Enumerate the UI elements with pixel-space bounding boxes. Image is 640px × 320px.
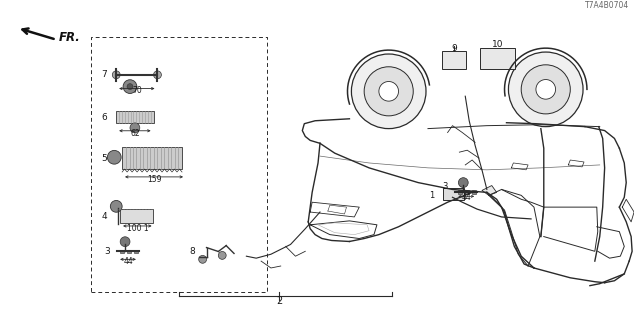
Text: FR.: FR. — [58, 31, 80, 44]
Circle shape — [351, 54, 426, 129]
Text: 3: 3 — [104, 247, 110, 256]
Text: 1: 1 — [429, 191, 435, 200]
Text: 100 1: 100 1 — [127, 224, 148, 233]
Text: T7A4B0704: T7A4B0704 — [585, 1, 629, 10]
Polygon shape — [122, 148, 182, 169]
Polygon shape — [116, 111, 154, 123]
Text: 8: 8 — [189, 247, 195, 256]
Polygon shape — [120, 250, 124, 253]
Circle shape — [364, 67, 413, 116]
Polygon shape — [120, 209, 152, 223]
Polygon shape — [480, 48, 515, 69]
Text: 10: 10 — [492, 40, 503, 50]
Polygon shape — [127, 250, 131, 253]
Circle shape — [521, 65, 570, 114]
Text: 4: 4 — [102, 212, 108, 221]
Polygon shape — [443, 188, 464, 200]
Circle shape — [379, 82, 399, 101]
Text: 44: 44 — [123, 257, 133, 266]
Polygon shape — [134, 250, 138, 253]
Circle shape — [218, 252, 226, 259]
Text: 44: 44 — [461, 193, 471, 202]
Circle shape — [154, 71, 161, 79]
Circle shape — [536, 80, 556, 99]
Circle shape — [120, 237, 130, 247]
Circle shape — [458, 178, 468, 188]
Text: 5: 5 — [102, 154, 108, 163]
Text: 2: 2 — [276, 296, 282, 306]
Circle shape — [198, 255, 207, 263]
Text: 3: 3 — [442, 182, 447, 191]
Text: 9: 9 — [452, 44, 458, 52]
Polygon shape — [472, 190, 476, 194]
Text: 7: 7 — [102, 70, 108, 79]
Circle shape — [123, 80, 137, 93]
Polygon shape — [465, 190, 469, 194]
Circle shape — [112, 71, 120, 79]
Circle shape — [130, 123, 140, 133]
Polygon shape — [482, 186, 497, 195]
Polygon shape — [458, 190, 462, 194]
Circle shape — [108, 150, 121, 164]
Polygon shape — [442, 52, 467, 69]
Circle shape — [508, 52, 583, 127]
Text: 70: 70 — [132, 86, 141, 95]
Circle shape — [110, 200, 122, 212]
Text: 6: 6 — [102, 113, 108, 122]
Text: 62: 62 — [130, 129, 140, 138]
Circle shape — [127, 84, 133, 90]
Text: 159: 159 — [147, 175, 161, 184]
